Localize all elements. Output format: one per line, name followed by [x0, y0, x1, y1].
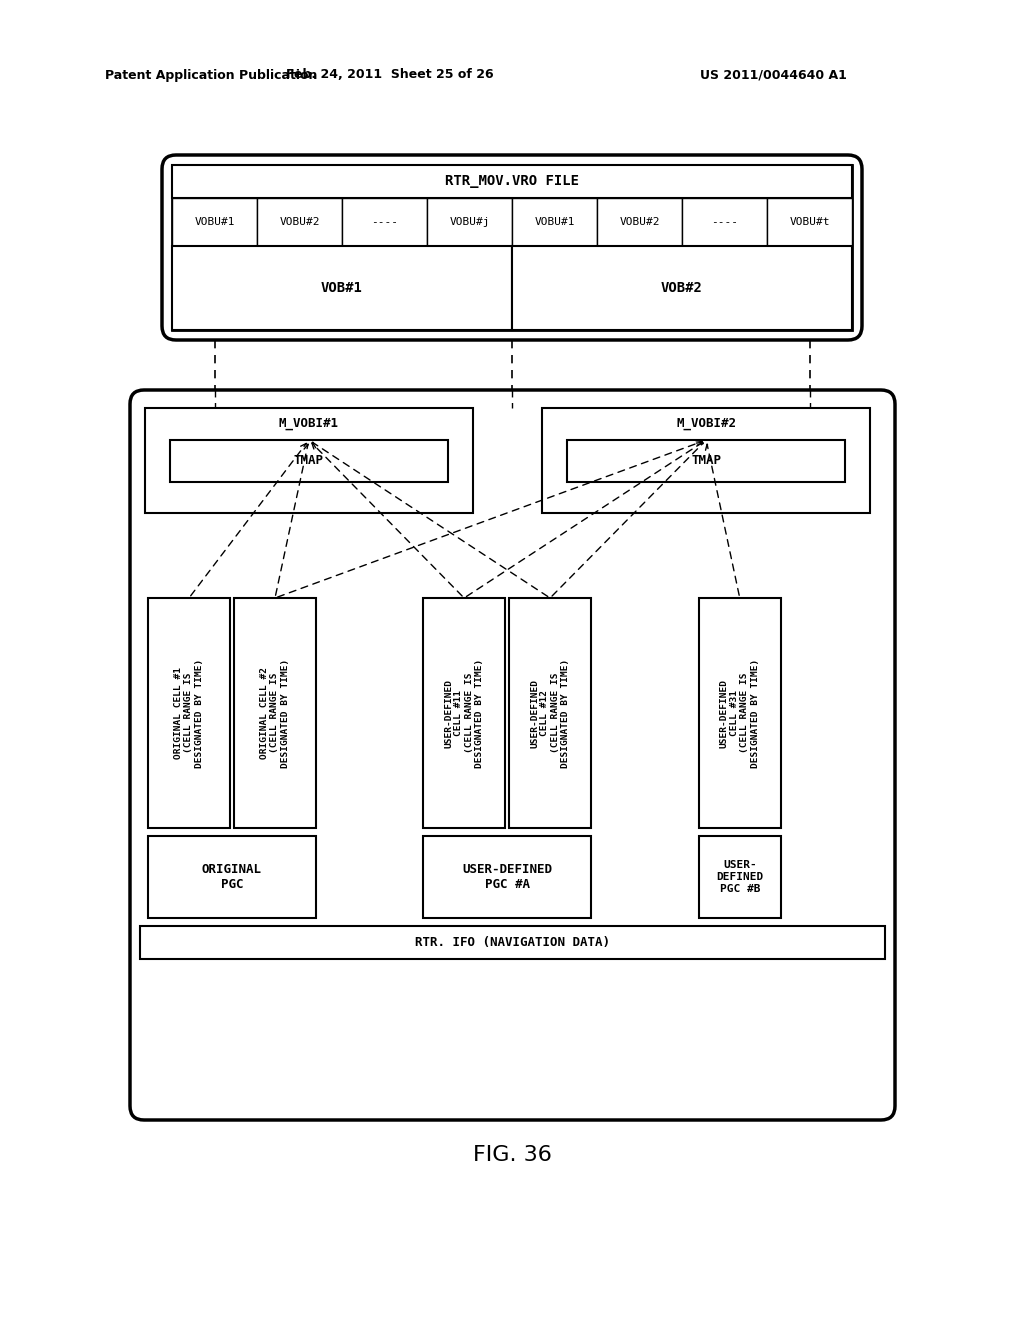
Bar — [509, 598, 591, 828]
Text: TMAP: TMAP — [294, 454, 324, 467]
Bar — [172, 198, 257, 246]
Text: ORIGINAL
PGC: ORIGINAL PGC — [202, 863, 262, 891]
Text: ----: ---- — [371, 216, 398, 227]
Text: USER-
DEFINED
PGC #B: USER- DEFINED PGC #B — [716, 861, 763, 894]
Bar — [140, 927, 885, 960]
Text: US 2011/0044640 A1: US 2011/0044640 A1 — [700, 69, 847, 82]
Text: VOB#1: VOB#1 — [322, 281, 362, 294]
Text: FIG. 36: FIG. 36 — [472, 1144, 552, 1166]
Text: Patent Application Publication: Patent Application Publication — [105, 69, 317, 82]
Bar — [423, 836, 591, 917]
Bar — [172, 246, 512, 330]
Text: VOB#2: VOB#2 — [662, 281, 702, 294]
Text: VOBU#t: VOBU#t — [790, 216, 829, 227]
Text: VOBU#j: VOBU#j — [450, 216, 489, 227]
Bar — [427, 198, 512, 246]
Bar — [170, 440, 447, 482]
Bar — [767, 198, 852, 246]
Text: USER-DEFINED
CELL #11
(CELL RANGE IS
DESIGNATED BY TIME): USER-DEFINED CELL #11 (CELL RANGE IS DES… — [444, 659, 484, 768]
Text: TMAP: TMAP — [691, 454, 721, 467]
Bar — [597, 198, 682, 246]
Text: USER-DEFINED
CELL #31
(CELL RANGE IS
DESIGNATED BY TIME): USER-DEFINED CELL #31 (CELL RANGE IS DES… — [720, 659, 760, 768]
Text: VOBU#2: VOBU#2 — [280, 216, 319, 227]
Text: M_VOBI#2: M_VOBI#2 — [676, 417, 736, 430]
Text: M_VOBI#1: M_VOBI#1 — [279, 417, 339, 430]
Text: ORIGINAL CELL #1
(CELL RANGE IS
DESIGNATED BY TIME): ORIGINAL CELL #1 (CELL RANGE IS DESIGNAT… — [174, 659, 204, 768]
Bar — [512, 198, 597, 246]
Text: VOBU#1: VOBU#1 — [195, 216, 234, 227]
FancyBboxPatch shape — [130, 389, 895, 1119]
FancyBboxPatch shape — [162, 154, 862, 341]
Bar — [257, 198, 342, 246]
Bar — [234, 598, 316, 828]
Text: RTR_MOV.VRO FILE: RTR_MOV.VRO FILE — [445, 174, 579, 189]
Bar — [543, 408, 870, 513]
Text: RTR. IFO (NAVIGATION DATA): RTR. IFO (NAVIGATION DATA) — [415, 936, 610, 949]
Bar — [567, 440, 845, 482]
Bar — [342, 198, 427, 246]
Bar — [148, 598, 230, 828]
Text: USER-DEFINED
CELL #12
(CELL RANGE IS
DESIGNATED BY TIME): USER-DEFINED CELL #12 (CELL RANGE IS DES… — [530, 659, 570, 768]
Bar — [145, 408, 473, 513]
Text: ----: ---- — [711, 216, 738, 227]
Text: VOBU#2: VOBU#2 — [620, 216, 659, 227]
Text: ORIGINAL CELL #2
(CELL RANGE IS
DESIGNATED BY TIME): ORIGINAL CELL #2 (CELL RANGE IS DESIGNAT… — [260, 659, 290, 768]
Bar — [423, 598, 505, 828]
Bar — [148, 836, 316, 917]
Text: VOBU#1: VOBU#1 — [535, 216, 574, 227]
Bar — [698, 836, 780, 917]
Bar — [698, 598, 780, 828]
Bar — [682, 198, 767, 246]
Bar — [172, 165, 852, 198]
Text: USER-DEFINED
PGC #A: USER-DEFINED PGC #A — [462, 863, 552, 891]
Bar — [172, 165, 852, 330]
Bar — [512, 246, 852, 330]
Text: Feb. 24, 2011  Sheet 25 of 26: Feb. 24, 2011 Sheet 25 of 26 — [286, 69, 494, 82]
